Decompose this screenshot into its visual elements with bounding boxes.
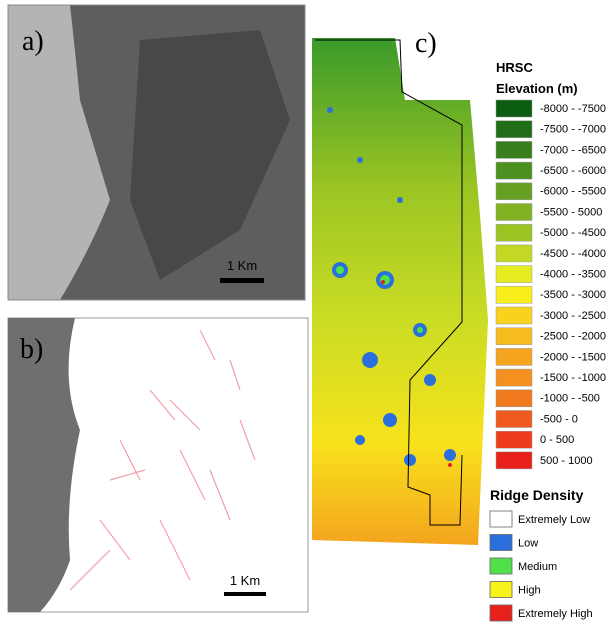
scale-bar [220,278,264,283]
legend-label: -8000 - -7500 [540,103,606,115]
legend-label: -5500 - 5000 [540,206,602,218]
scale-label: 1 Km [227,258,257,273]
panel-c: c) [312,28,488,545]
legend-label: -5000 - -4500 [540,227,606,239]
legend-swatch [496,390,532,407]
legend-label: 0 - 500 [540,434,574,446]
legend-label: Extremely Low [518,514,590,526]
legend-swatch [496,307,532,324]
legend-title: Ridge Density [490,487,584,503]
legend-swatch [496,141,532,158]
legend-label: -7000 - -6500 [540,144,606,156]
panel-label: a) [22,26,44,57]
legend-swatch [496,266,532,283]
legend-swatch [496,411,532,428]
legend-swatch [496,431,532,448]
legend-swatch [496,100,532,117]
legend-subtitle: Elevation (m) [496,81,578,96]
scale-bar [224,592,266,596]
legend-title: HRSC [496,60,533,75]
legend-swatch [490,605,512,621]
figure: a) 1 Km b) 1 Km c) HRSC Elevation (m) Ri… [0,0,610,625]
legend-swatch [496,183,532,200]
legend-swatch [496,348,532,365]
legend-label: -7500 - -7000 [540,124,606,136]
legend-swatch [496,369,532,386]
scale-label: 1 Km [230,573,260,588]
legend-swatch [496,286,532,303]
legend-swatch [490,511,512,527]
legend-label: -500 - 0 [540,413,578,425]
legend-label: -6000 - -5500 [540,186,606,198]
legend-swatch [496,224,532,241]
panel-label: c) [415,28,437,59]
panel-a: a) 1 Km [8,5,305,300]
legend-label: -4500 - -4000 [540,248,606,260]
legend-label: 500 - 1000 [540,455,593,467]
legend-label: -2000 - -1500 [540,351,606,363]
legend-label: -3000 - -2500 [540,310,606,322]
legend-swatch [496,204,532,221]
legend-label: -1000 - -500 [540,393,600,405]
panel-b: b) 1 Km [8,318,308,612]
legend-swatch [490,535,512,551]
legend-swatch [496,328,532,345]
legend-label: Low [518,537,538,549]
legend-swatch [496,245,532,262]
legend-label: -2500 - -2000 [540,331,606,343]
legend-label: High [518,584,541,596]
legend-label: Extremely High [518,608,593,620]
legend-swatch [496,162,532,179]
panel-label: b) [20,334,43,365]
legend-swatch [490,558,512,574]
legend-swatch [496,452,532,469]
legend-label: -3500 - -3000 [540,289,606,301]
legend-swatch [490,582,512,598]
legend-label: Medium [518,561,557,573]
legend-swatch [496,121,532,138]
legend-label: -4000 - -3500 [540,269,606,281]
legend-label: -6500 - -6000 [540,165,606,177]
legend-label: -1500 - -1000 [540,372,606,384]
